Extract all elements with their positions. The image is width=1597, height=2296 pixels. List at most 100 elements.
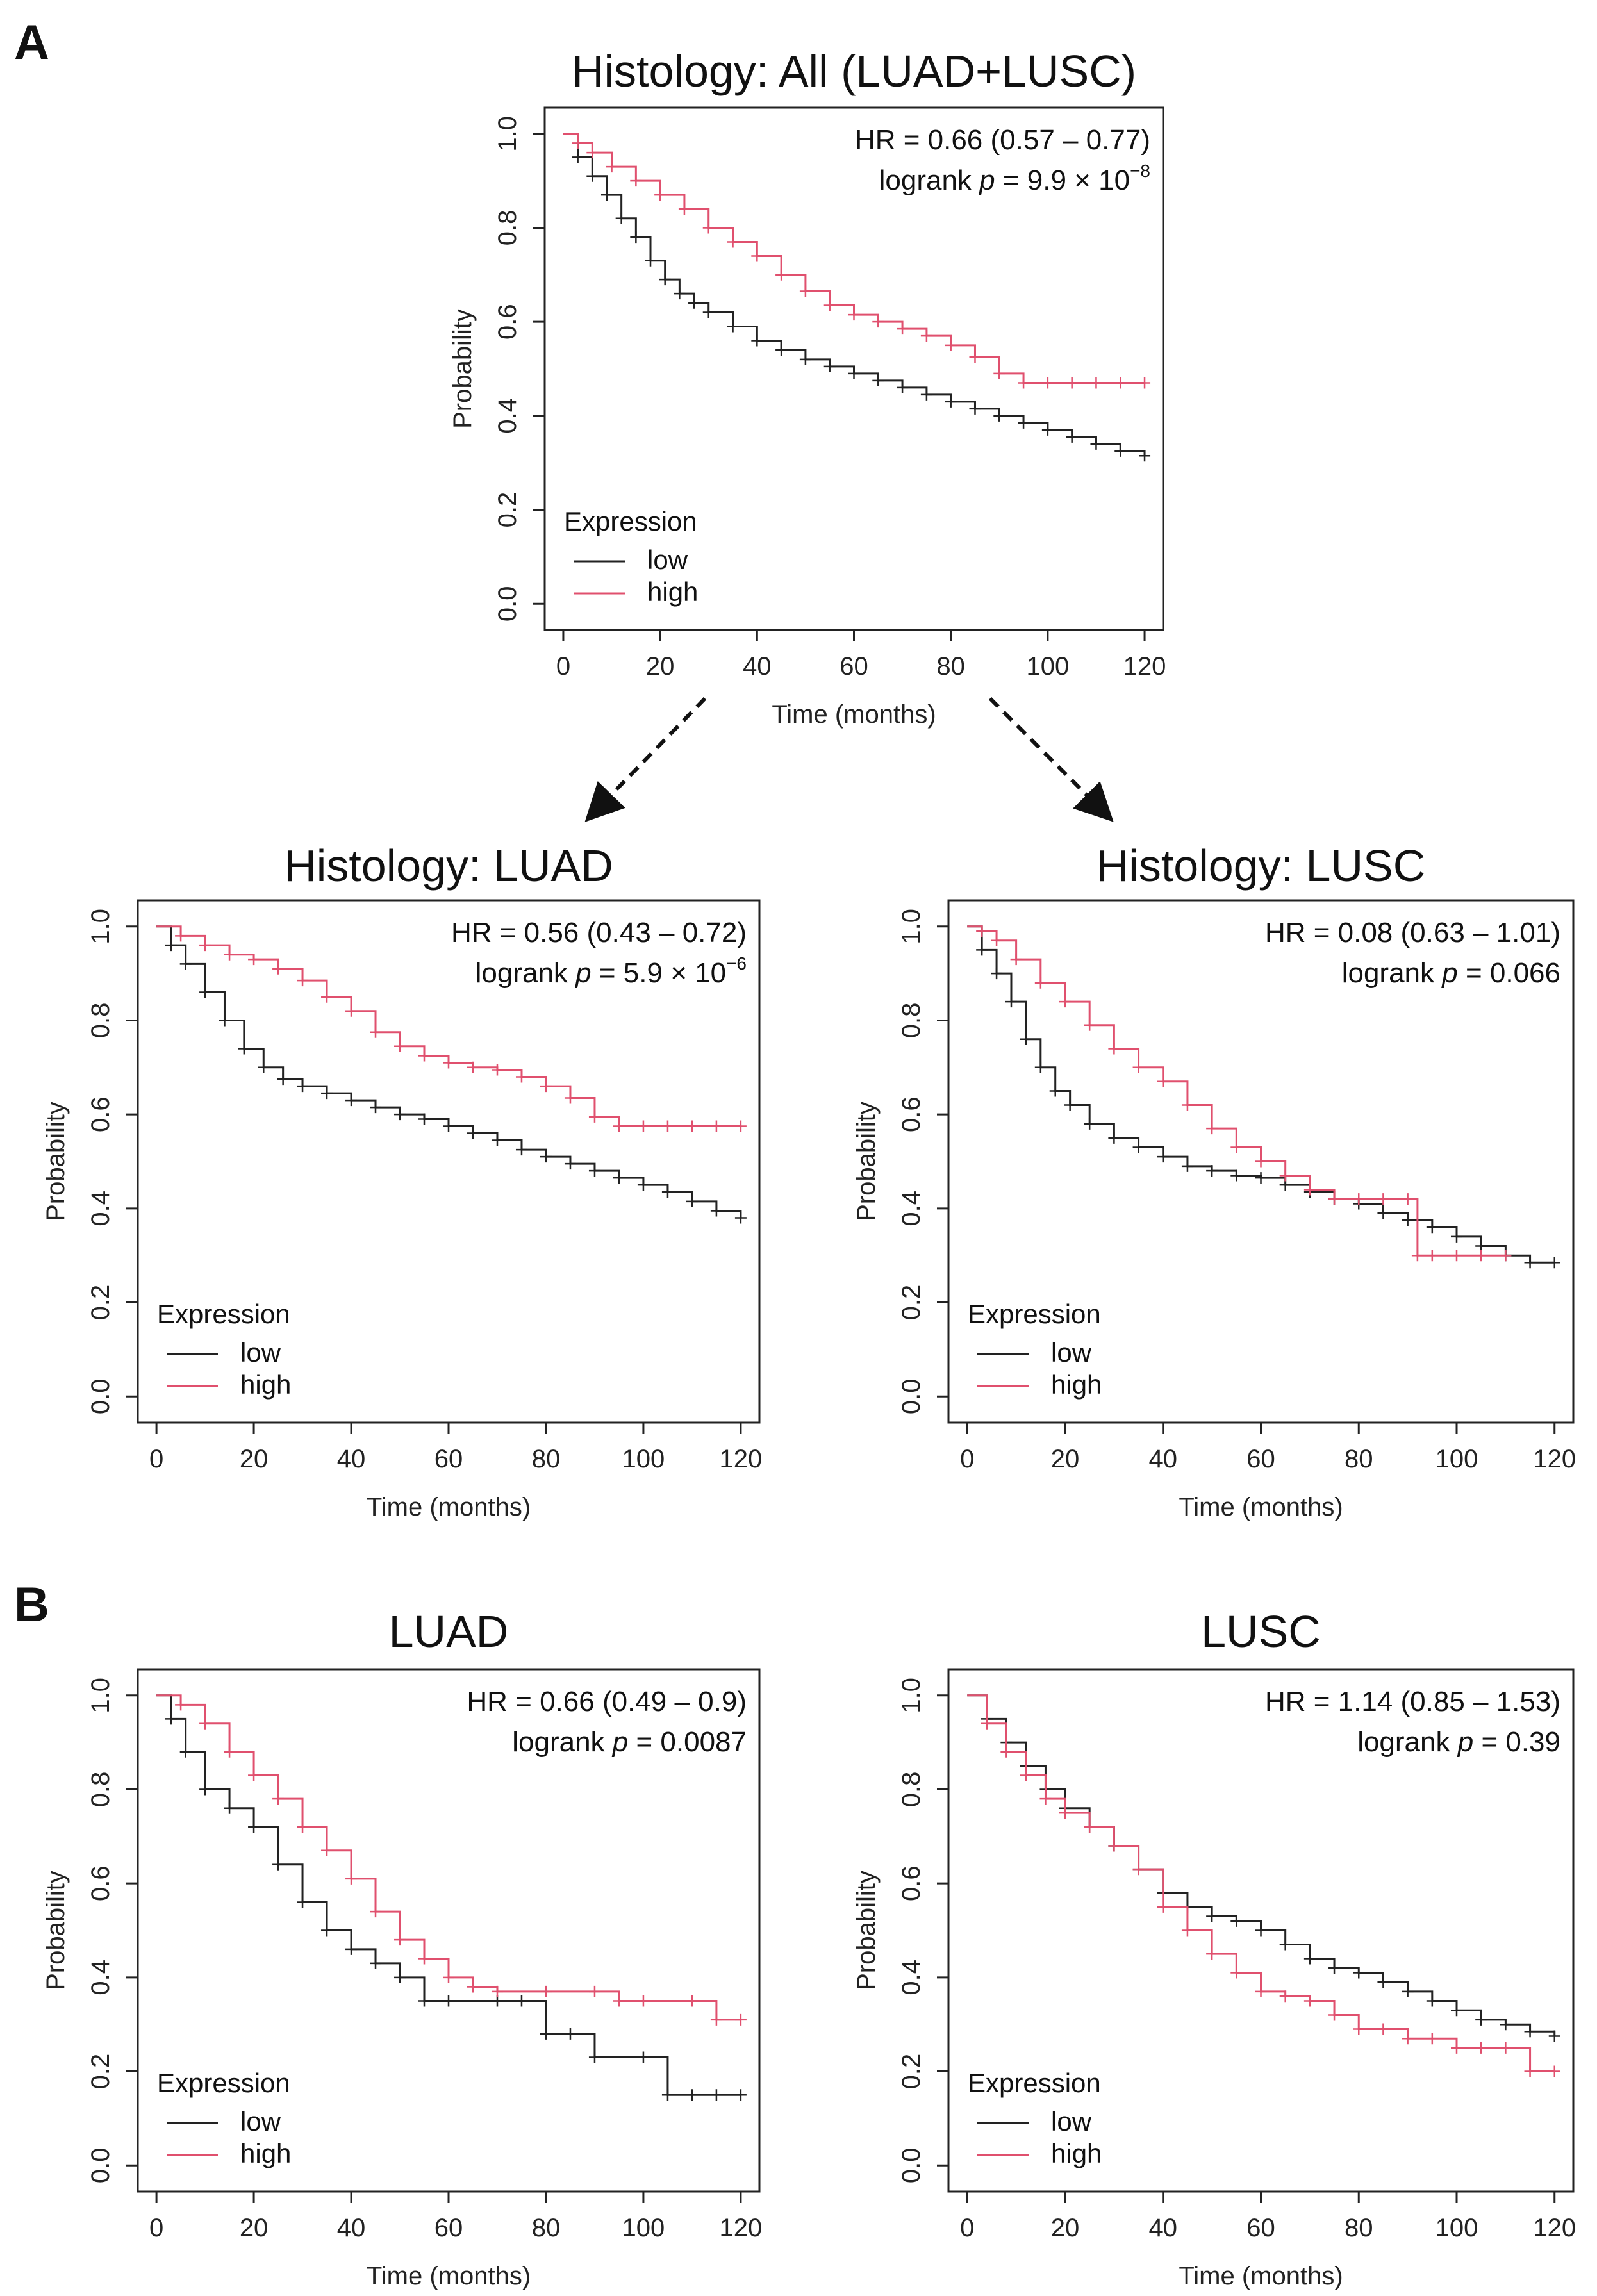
censor-mark-low [710, 1205, 722, 1217]
censor-mark-low [467, 1127, 479, 1139]
censor-mark-low [1206, 1910, 1218, 1922]
y-tick-label: 0.8 [493, 210, 522, 246]
y-tick-label: 1.0 [87, 909, 115, 945]
censor-mark-low [1255, 1172, 1267, 1184]
chart-b-lusc: LUSC 0 20 40 60 80 100 120 0.0 0.2 0.4 0.6 0.8 1.0 Tim… [852, 1606, 1576, 2290]
censor-mark-high [630, 175, 642, 187]
censor-mark-low [564, 2028, 576, 2040]
censor-mark-low [823, 360, 836, 372]
censor-mark-low [1090, 438, 1102, 450]
censor-mark-high [799, 285, 811, 297]
logrank-p-value: = 9.9 × 10 [995, 165, 1130, 196]
censor-mark-high [491, 1064, 503, 1076]
y-tick-label: 0.8 [897, 1003, 925, 1039]
censor-mark-high [1377, 1193, 1389, 1205]
y-tick-label: 0.6 [897, 1865, 925, 1901]
censor-mark-low [1255, 1924, 1267, 1937]
censor-mark-high [418, 1050, 431, 1062]
censor-mark-high [1279, 1169, 1291, 1182]
x-axis-label: Time (months) [772, 700, 936, 729]
censor-mark-high [823, 299, 836, 311]
censor-mark-low [1230, 1915, 1243, 1927]
x-tick-label: 120 [1533, 2214, 1576, 2242]
x-tick-label: 120 [720, 1445, 763, 1473]
legend-entry-low: low [647, 545, 688, 575]
y-tick-label: 1.0 [897, 1678, 925, 1714]
censor-mark-low [674, 288, 686, 300]
censor-mark-low [345, 1094, 358, 1107]
censor-mark-high [1426, 1250, 1438, 1262]
y-tick-label: 0.2 [897, 2054, 925, 2090]
censor-mark-high [976, 925, 988, 937]
chart-b-luad: LUAD 0 20 40 60 80 100 120 0.0 0.2 0.4 0.6 0.8 1.0 Tim… [42, 1606, 762, 2290]
censor-mark-low [418, 1113, 431, 1125]
logrank-p-symbol: p [611, 1726, 628, 1758]
y-tick-label: 0.6 [493, 304, 522, 340]
x-tick-label: 100 [1436, 1445, 1478, 1473]
chart-title: LUSC [1201, 1606, 1321, 1656]
censor-mark-high [224, 948, 236, 961]
censor-mark-high [991, 934, 1003, 946]
censor-mark-low [920, 388, 932, 401]
x-tick-label: 80 [1345, 2214, 1373, 2242]
logrank-p: logrank p = 0.39 [1357, 1726, 1560, 1758]
hazard-ratio: HR = 0.66 (0.49 – 0.9) [467, 1686, 747, 1717]
censor-mark-low [443, 1120, 454, 1132]
censor-mark-high [1328, 2009, 1341, 2021]
censor-mark-high [751, 250, 763, 262]
logrank-p-symbol: p [1457, 1726, 1473, 1758]
censor-mark-low [615, 212, 627, 224]
censor-mark-low [710, 2089, 722, 2101]
series-line-low [156, 1694, 741, 2096]
censor-mark-high [993, 367, 1005, 379]
censor-mark-high [1010, 954, 1022, 966]
censor-mark-high [678, 203, 690, 215]
censor-mark-high [572, 137, 584, 149]
y-tick-label: 0.4 [87, 1191, 115, 1226]
censor-mark-high [734, 2013, 747, 2026]
x-tick-label: 60 [434, 1445, 463, 1473]
censor-mark-low [1005, 996, 1017, 1008]
censor-mark-high [1548, 2065, 1560, 2077]
logrank-p-value: = 0.0087 [628, 1726, 747, 1758]
x-tick-label: 60 [434, 2214, 463, 2242]
censor-mark-high [775, 268, 788, 281]
logrank-p-value: = 5.9 × 10 [592, 957, 726, 989]
censor-mark-high [654, 189, 666, 201]
censor-mark-high [248, 1769, 260, 1781]
logrank-p: logrank p = 9.9 × 10−8 [879, 161, 1150, 196]
censor-mark-low [1548, 2030, 1560, 2042]
censor-mark-low [540, 1151, 552, 1163]
censor-mark-high [1377, 2023, 1389, 2035]
censor-mark-high [686, 1995, 698, 2007]
censor-mark-high [1426, 2033, 1438, 2045]
censor-mark-high [848, 309, 860, 321]
censor-mark-high [1132, 1061, 1145, 1073]
censor-mark-high [1402, 1193, 1414, 1205]
censor-mark-low [1206, 1165, 1218, 1177]
legend-entry-high: high [240, 2138, 291, 2168]
censor-mark-high [702, 222, 715, 234]
x-tick-label: 60 [1246, 1445, 1275, 1473]
censor-mark-low [1524, 1257, 1536, 1269]
censor-mark-low [572, 151, 584, 163]
censor-mark-low [1108, 1132, 1120, 1144]
y-tick-label: 0.0 [87, 2147, 115, 2183]
censor-mark-low [1451, 1230, 1462, 1243]
censor-mark-high [1108, 1840, 1120, 1852]
logrank-prefix: logrank [476, 957, 576, 989]
censor-mark-high [920, 330, 932, 342]
censor-mark-low [799, 353, 811, 365]
censor-mark-low [1402, 1985, 1414, 1997]
censor-mark-low [630, 231, 642, 244]
censor-mark-low [443, 1995, 454, 2007]
logrank-p: logrank p = 5.9 × 10−6 [476, 954, 747, 989]
chart-title: Histology: LUSC [1096, 841, 1426, 891]
x-tick-label: 0 [960, 1445, 974, 1473]
x-axis-label: Time (months) [1179, 2262, 1343, 2290]
censor-mark-high [945, 339, 957, 351]
censor-mark-low [588, 2051, 600, 2063]
censor-mark-low [1049, 1085, 1061, 1097]
y-axis-label: Probability [449, 309, 477, 429]
censor-mark-high [564, 1092, 576, 1104]
